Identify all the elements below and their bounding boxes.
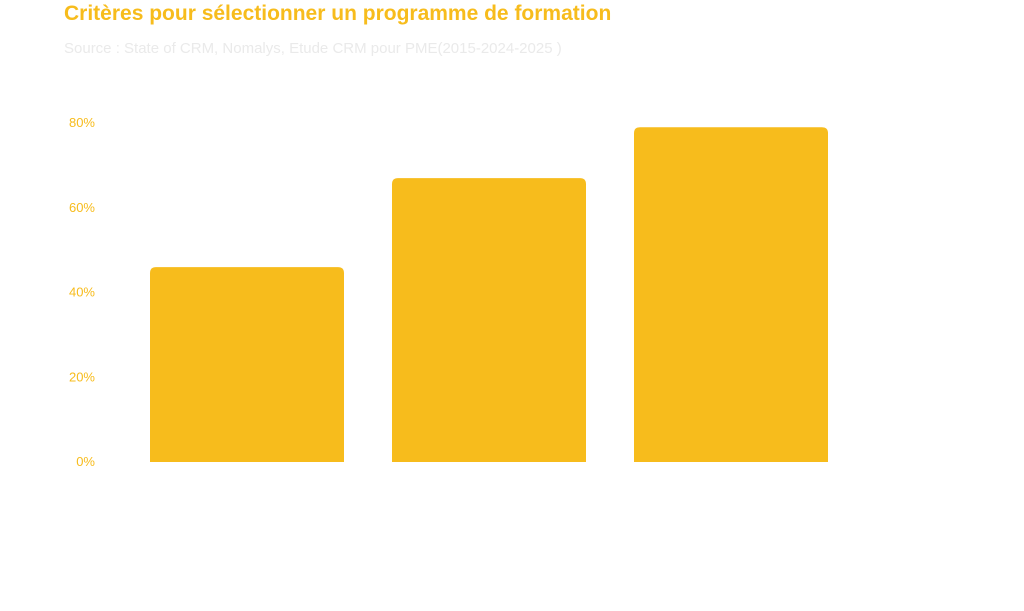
bars bbox=[150, 127, 828, 463]
bar bbox=[392, 178, 586, 462]
y-tick-label: 80% bbox=[69, 115, 95, 130]
y-tick-label: 20% bbox=[69, 369, 95, 384]
chart-title: Critères pour sélectionner un programme … bbox=[64, 2, 612, 25]
chart-subtitle: Source : State of CRM, Nomalys, Etude CR… bbox=[64, 40, 562, 57]
bar bbox=[634, 127, 828, 463]
bar bbox=[150, 267, 344, 462]
y-tick-label: 40% bbox=[69, 285, 95, 300]
y-tick-label: 60% bbox=[69, 200, 95, 215]
y-tick-label: 0% bbox=[76, 454, 95, 469]
y-axis-ticks: 0% 20% 40% 60% 80% bbox=[69, 115, 95, 469]
